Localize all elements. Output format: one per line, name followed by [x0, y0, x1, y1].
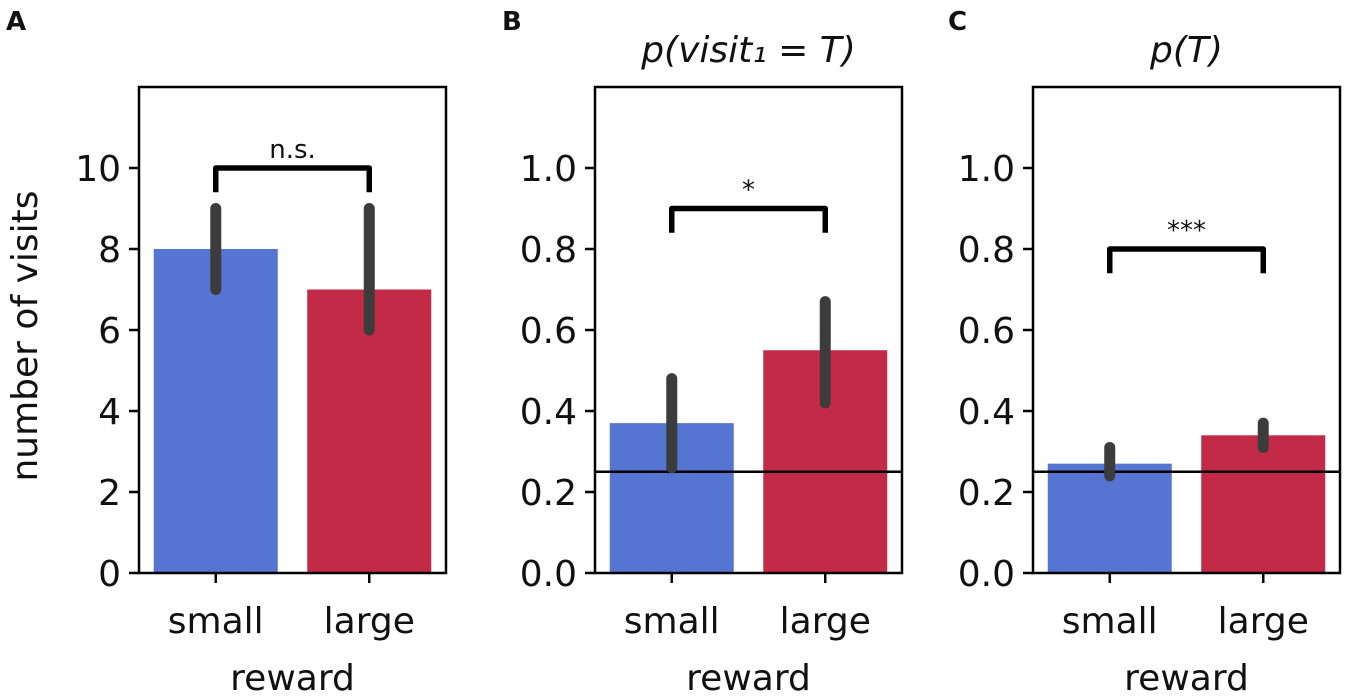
x-axis-label: reward	[1124, 658, 1249, 698]
y-tick-label: 10	[75, 149, 121, 190]
x-tick-label-small: small	[168, 601, 264, 642]
panel-letter-C: C	[948, 7, 967, 37]
y-tick-label: 0.0	[958, 554, 1015, 595]
y-tick-label: 0	[98, 554, 121, 595]
x-tick-label-small: small	[1062, 601, 1158, 642]
x-axis-label: reward	[686, 658, 811, 698]
significance-label: ***	[1167, 216, 1206, 246]
y-tick-label: 8	[98, 230, 121, 271]
y-tick-label: 0.4	[958, 392, 1015, 433]
x-tick-label-large: large	[324, 601, 415, 642]
y-tick-label: 0.6	[520, 311, 577, 352]
significance-bracket	[1107, 246, 1266, 274]
bar-small	[153, 249, 278, 573]
panel-letter-A: A	[6, 7, 26, 37]
y-tick-label: 1.0	[958, 149, 1015, 190]
y-tick-label: 1.0	[520, 149, 577, 190]
y-tick-label: 0.6	[958, 311, 1015, 352]
significance-label: *	[742, 176, 755, 206]
panel-title: p(T)	[1149, 30, 1223, 71]
x-tick-label-small: small	[624, 601, 720, 642]
y-tick-label: 4	[98, 392, 121, 433]
x-tick-label-large: large	[780, 601, 871, 642]
x-axis-label: reward	[230, 658, 355, 698]
panel-title: p(visit₁ = T)	[640, 30, 856, 71]
y-tick-label: 0.2	[520, 473, 577, 514]
y-tick-label: 0.2	[958, 473, 1015, 514]
x-tick-label-large: large	[1218, 601, 1309, 642]
significance-bracket	[669, 205, 828, 233]
y-tick-label: 0.8	[520, 230, 577, 271]
panel-letter-B: B	[502, 7, 522, 37]
y-tick-label: 2	[98, 473, 121, 514]
significance-label: n.s.	[269, 135, 316, 165]
y-tick-label: 0.4	[520, 392, 577, 433]
significance-bracket	[213, 165, 372, 193]
bar-small	[1047, 463, 1172, 573]
y-tick-label: 0.0	[520, 554, 577, 595]
bar-large	[307, 289, 432, 573]
y-tick-label: 0.8	[958, 230, 1015, 271]
y-axis-label: number of visits	[5, 190, 46, 481]
bar-large	[1201, 435, 1326, 573]
y-tick-label: 6	[98, 311, 121, 352]
